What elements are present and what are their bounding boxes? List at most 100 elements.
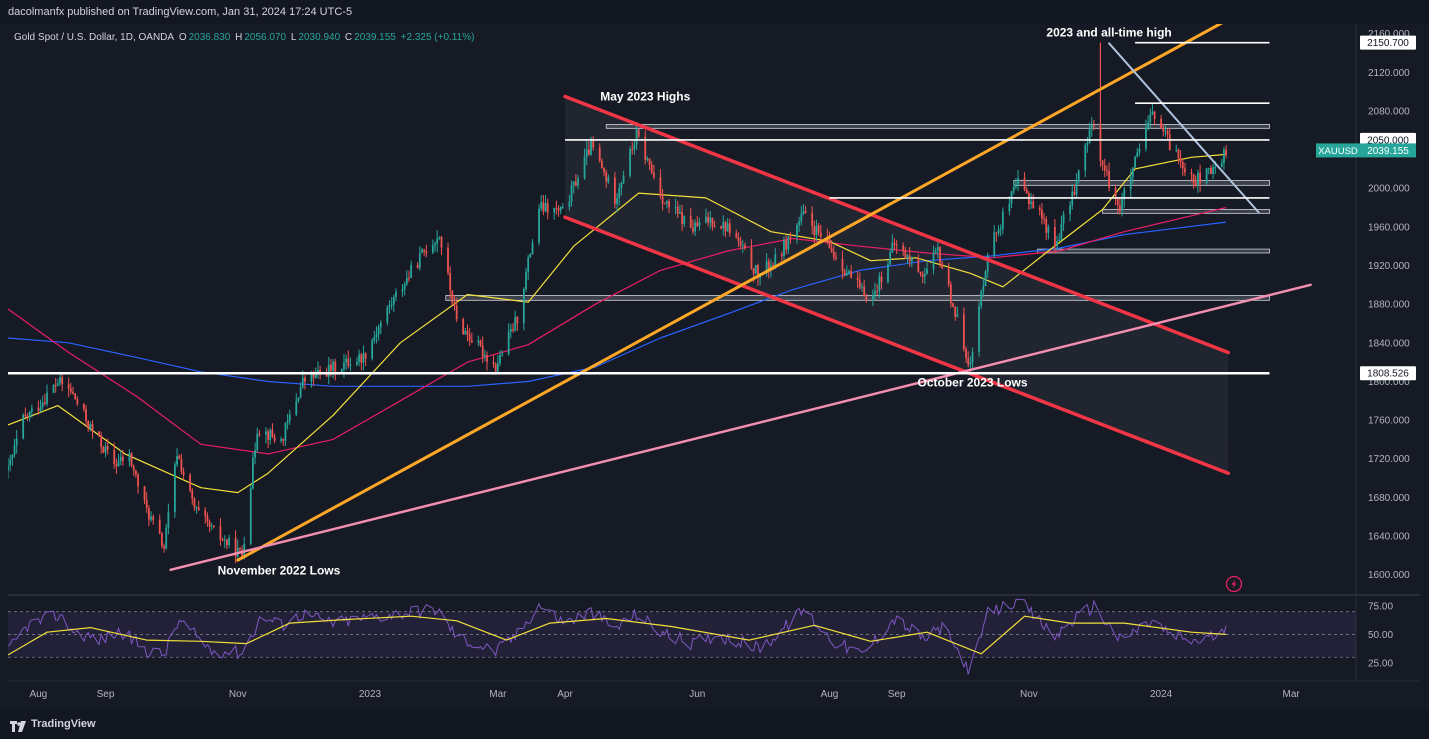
- candle-down[interactable]: [466, 330, 469, 335]
- candle-up[interactable]: [30, 408, 33, 412]
- candle-up[interactable]: [288, 414, 291, 421]
- candle-down[interactable]: [106, 446, 109, 450]
- candle-up[interactable]: [1197, 172, 1199, 186]
- candle-up[interactable]: [317, 369, 319, 374]
- candle-down[interactable]: [592, 138, 595, 148]
- candle-down[interactable]: [750, 247, 753, 269]
- candle-up[interactable]: [1077, 170, 1080, 180]
- candle-up[interactable]: [568, 201, 571, 208]
- candle-down[interactable]: [180, 458, 183, 472]
- candle-down[interactable]: [557, 208, 560, 211]
- candle-down[interactable]: [1190, 172, 1193, 174]
- candle-up[interactable]: [56, 383, 59, 386]
- candle-up[interactable]: [633, 144, 636, 150]
- candle-down[interactable]: [24, 414, 27, 416]
- candle-down[interactable]: [904, 250, 907, 259]
- candle-up[interactable]: [616, 197, 618, 204]
- candle-down[interactable]: [334, 361, 337, 373]
- candle-up[interactable]: [993, 232, 996, 256]
- candle-down[interactable]: [681, 212, 683, 224]
- tradingview-logo[interactable]: TradingView: [10, 716, 96, 732]
- candle-up[interactable]: [128, 453, 131, 462]
- candle-down[interactable]: [880, 276, 883, 283]
- candle-down[interactable]: [304, 377, 306, 382]
- candle-down[interactable]: [1073, 191, 1076, 195]
- candle-down[interactable]: [453, 303, 456, 306]
- candle-up[interactable]: [252, 457, 254, 489]
- candle-up[interactable]: [553, 207, 556, 213]
- candle-down[interactable]: [1184, 168, 1186, 173]
- support-resistance-zone[interactable]: [605, 124, 1270, 129]
- candle-down[interactable]: [1160, 118, 1163, 129]
- candle-up[interactable]: [340, 368, 343, 373]
- candle-up[interactable]: [889, 252, 892, 265]
- candle-up[interactable]: [796, 225, 798, 238]
- candle-down[interactable]: [37, 408, 40, 411]
- moving-average-slow[interactable]: [8, 221, 1227, 387]
- candle-up[interactable]: [356, 361, 358, 365]
- candle-down[interactable]: [696, 222, 699, 227]
- candle-down[interactable]: [850, 271, 853, 278]
- candle-down[interactable]: [91, 424, 94, 432]
- candle-down[interactable]: [258, 433, 261, 435]
- candle-down[interactable]: [613, 177, 616, 204]
- candle-down[interactable]: [282, 439, 285, 441]
- candle-up[interactable]: [590, 138, 592, 155]
- candle-down[interactable]: [87, 420, 90, 428]
- candle-up[interactable]: [13, 445, 16, 455]
- candle-up[interactable]: [167, 511, 170, 528]
- candle-down[interactable]: [219, 525, 222, 540]
- candle-up[interactable]: [986, 255, 989, 272]
- support-resistance-zone[interactable]: [1037, 248, 1270, 254]
- candle-up[interactable]: [999, 228, 1002, 230]
- candle-down[interactable]: [234, 537, 237, 557]
- candle-up[interactable]: [754, 265, 757, 274]
- candle-down[interactable]: [360, 354, 363, 363]
- candle-down[interactable]: [676, 206, 679, 214]
- candle-down[interactable]: [1032, 201, 1035, 209]
- candle-down[interactable]: [1093, 125, 1095, 127]
- candle-down[interactable]: [1181, 161, 1184, 169]
- candle-down[interactable]: [481, 345, 484, 357]
- candle-down[interactable]: [100, 435, 103, 448]
- candle-down[interactable]: [115, 463, 118, 466]
- candle-down[interactable]: [600, 161, 603, 168]
- candle-up[interactable]: [635, 129, 638, 145]
- candle-down[interactable]: [423, 249, 426, 252]
- candle-up[interactable]: [709, 217, 712, 223]
- candle-up[interactable]: [956, 314, 959, 317]
- candle-down[interactable]: [648, 158, 651, 165]
- candle-down[interactable]: [512, 329, 514, 331]
- candle-up[interactable]: [891, 242, 894, 253]
- candle-up[interactable]: [477, 340, 480, 343]
- candle-up[interactable]: [499, 354, 501, 364]
- candle-down[interactable]: [921, 273, 924, 277]
- candle-up[interactable]: [1014, 184, 1017, 187]
- candle-up[interactable]: [934, 250, 937, 253]
- candle-up[interactable]: [464, 330, 467, 335]
- candle-down[interactable]: [158, 519, 161, 534]
- candle-up[interactable]: [1134, 156, 1136, 168]
- candle-down[interactable]: [1177, 150, 1180, 159]
- candle-up[interactable]: [373, 337, 376, 341]
- candle-up[interactable]: [11, 454, 14, 460]
- candle-down[interactable]: [319, 369, 322, 374]
- candle-up[interactable]: [783, 240, 785, 256]
- candle-up[interactable]: [722, 222, 725, 229]
- candle-down[interactable]: [416, 265, 419, 268]
- candle-up[interactable]: [265, 431, 267, 435]
- candle-up[interactable]: [1062, 213, 1065, 224]
- candle-down[interactable]: [644, 136, 647, 160]
- candle-down[interactable]: [631, 149, 634, 151]
- candle-down[interactable]: [843, 270, 846, 276]
- candle-down[interactable]: [121, 456, 124, 462]
- candle-up[interactable]: [280, 439, 283, 441]
- candle-down[interactable]: [516, 316, 519, 324]
- candle-down[interactable]: [197, 507, 200, 511]
- symbol-tag[interactable]: [1316, 143, 1360, 158]
- candle-down[interactable]: [204, 510, 207, 516]
- candle-up[interactable]: [1090, 125, 1093, 130]
- rsi-line[interactable]: [8, 598, 1227, 675]
- candle-up[interactable]: [1205, 168, 1208, 184]
- candle-down[interactable]: [1023, 177, 1026, 190]
